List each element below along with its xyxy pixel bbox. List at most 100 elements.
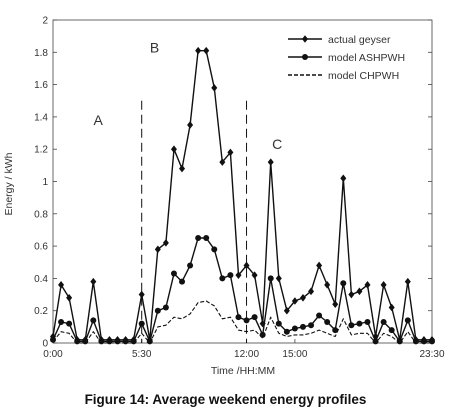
data-point <box>251 271 258 279</box>
data-point <box>396 338 403 345</box>
data-point <box>308 287 315 296</box>
data-point <box>291 325 298 332</box>
data-point <box>187 121 194 129</box>
data-point <box>154 245 161 254</box>
data-point <box>356 287 363 296</box>
data-point <box>302 54 308 60</box>
data-point <box>388 303 395 312</box>
y-tick-label: 1.2 <box>34 145 48 156</box>
data-point <box>324 319 331 326</box>
data-point <box>235 271 242 279</box>
annotations: A B C <box>93 39 282 152</box>
data-point <box>332 300 339 309</box>
data-point <box>58 319 65 326</box>
data-point <box>179 278 186 285</box>
data-point <box>195 46 202 55</box>
data-point <box>267 158 274 166</box>
data-point <box>98 338 105 345</box>
data-point <box>404 317 411 324</box>
data-point <box>203 46 210 55</box>
data-point <box>58 281 65 289</box>
data-point <box>316 312 323 319</box>
data-point <box>187 262 194 269</box>
data-point <box>380 281 387 289</box>
series-line <box>52 300 432 344</box>
data-point <box>170 145 177 153</box>
x-tick-label: 23:30 <box>419 349 444 360</box>
series-line <box>52 237 432 343</box>
data-point <box>291 297 298 305</box>
data-point <box>340 174 347 183</box>
data-point <box>90 277 97 286</box>
data-point <box>299 293 306 302</box>
legend-label: model ASHPWH <box>328 52 405 64</box>
data-point <box>348 322 355 329</box>
data-point <box>302 35 308 43</box>
data-point <box>203 235 210 242</box>
legend: actual geyser model ASHPWH model CHPWH <box>288 34 405 82</box>
data-point <box>429 338 435 345</box>
data-point <box>364 319 371 326</box>
data-point <box>275 274 282 283</box>
data-point <box>146 338 153 345</box>
data-point <box>348 290 355 299</box>
data-point <box>283 306 290 315</box>
y-tick-label: 1.6 <box>34 80 48 91</box>
x-axis-label: Time /HH:MM <box>211 365 275 377</box>
data-point <box>154 307 161 314</box>
data-point <box>388 327 395 334</box>
series-2 <box>50 235 435 345</box>
data-point <box>179 164 186 173</box>
y-tick-label: 1.8 <box>34 48 48 59</box>
data-point <box>219 158 226 166</box>
vertical-markers <box>141 100 248 343</box>
x-tick-label: 15:00 <box>282 349 307 360</box>
data-point <box>332 327 339 334</box>
data-point <box>404 277 411 286</box>
data-point <box>74 338 81 345</box>
y-tick-label: 1.4 <box>34 112 48 123</box>
data-point <box>316 261 323 270</box>
plot-frame <box>52 19 433 344</box>
data-point <box>372 338 379 345</box>
data-point <box>211 246 218 253</box>
data-point <box>50 336 56 343</box>
series-group <box>50 46 435 345</box>
data-point <box>162 304 169 311</box>
data-point <box>130 338 137 345</box>
y-tick-label: 0.2 <box>34 306 48 317</box>
data-point <box>138 290 145 299</box>
annotation-label: C <box>272 136 282 152</box>
y-tick-label: 0 <box>42 339 48 350</box>
y-tick-label: 0.6 <box>34 242 48 253</box>
data-point <box>227 148 234 157</box>
data-point <box>243 317 250 324</box>
x-tick-label: 0:00 <box>43 349 63 360</box>
data-point <box>308 322 315 329</box>
y-axis-label: Energy / kWh <box>3 152 15 215</box>
y-tick-label: 2 <box>42 16 48 27</box>
data-point <box>267 275 274 282</box>
x-tick-label: 12:00 <box>234 349 259 360</box>
annotation-label: B <box>150 39 159 55</box>
data-point <box>66 293 73 302</box>
figure-caption: Figure 14: Average weekend energy profil… <box>84 392 367 407</box>
data-point <box>243 261 250 270</box>
y-tick-label: 0.4 <box>34 274 48 285</box>
data-point <box>195 235 202 242</box>
y-tick-label: 0.8 <box>34 209 48 220</box>
data-point <box>227 272 234 279</box>
x-tick-label: 5:30 <box>132 349 152 360</box>
data-point <box>251 314 258 321</box>
data-point <box>66 320 73 327</box>
data-point <box>364 281 371 289</box>
data-point <box>235 314 242 321</box>
y-tick-label: 1 <box>42 177 48 188</box>
series-3 <box>52 300 432 344</box>
data-point <box>299 323 306 330</box>
series-line <box>52 50 432 341</box>
data-point <box>283 328 290 335</box>
data-point <box>324 281 331 289</box>
data-point <box>211 84 218 92</box>
